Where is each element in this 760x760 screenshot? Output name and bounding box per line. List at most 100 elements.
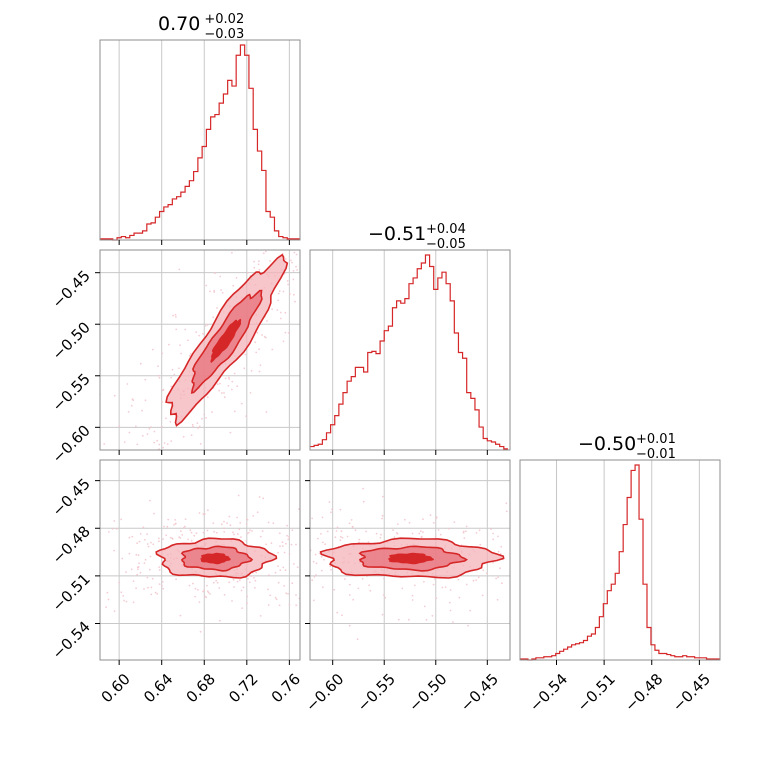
sample-point <box>296 566 299 569</box>
histogram-panel-2: −0.54 −0.51 −0.48 −0.45 −0.50 +0.01−0.01 <box>519 432 721 715</box>
sample-point <box>163 602 165 604</box>
sample-point <box>203 413 206 416</box>
sample-point <box>180 589 182 591</box>
sample-point <box>418 532 421 535</box>
sample-point <box>288 604 291 606</box>
sample-point <box>414 584 416 587</box>
sample-point <box>307 273 309 275</box>
sample-point <box>499 567 501 570</box>
sample-point <box>305 612 307 614</box>
sample-point <box>709 585 711 587</box>
sample-point <box>568 541 570 543</box>
x-tick-label: −0.50 <box>405 670 450 715</box>
sample-point <box>316 583 318 585</box>
sample-point <box>362 500 365 503</box>
sample-point <box>197 427 199 429</box>
sample-point <box>184 518 187 520</box>
sample-point <box>312 572 314 574</box>
sample-point <box>220 289 223 291</box>
x-tick-label: 0.60 <box>98 670 134 706</box>
sample-point <box>444 586 447 588</box>
sample-point <box>616 579 618 581</box>
sample-point <box>226 500 228 502</box>
sample-point <box>202 531 205 534</box>
sample-point <box>113 520 116 522</box>
x-tick-label: −0.55 <box>354 670 399 715</box>
sample-point <box>188 584 191 587</box>
sample-point <box>275 598 278 601</box>
sample-point <box>321 516 324 519</box>
contour-core <box>210 318 242 364</box>
sample-point <box>284 500 286 502</box>
sample-point <box>284 219 286 221</box>
sample-point <box>330 568 332 571</box>
sample-point <box>198 601 201 603</box>
sample-point <box>380 533 382 536</box>
sample-point <box>325 240 327 242</box>
sample-point <box>282 340 285 343</box>
sample-point <box>233 586 236 588</box>
sample-point <box>496 598 499 601</box>
sample-point <box>462 531 465 534</box>
sample-point <box>350 519 353 521</box>
sample-point <box>448 527 450 530</box>
sample-point <box>253 260 256 263</box>
sample-point <box>328 183 330 185</box>
sample-point <box>144 558 147 561</box>
sample-point <box>187 339 189 342</box>
sample-point <box>396 523 399 525</box>
sample-point <box>585 516 587 518</box>
sample-point <box>266 536 268 538</box>
sample-point <box>319 199 321 201</box>
sample-point <box>546 530 548 532</box>
sample-point <box>532 532 534 534</box>
sample-point <box>281 541 284 544</box>
sample-point <box>157 365 160 368</box>
sample-point <box>213 530 216 533</box>
x-tick-label: −0.51 <box>574 670 619 715</box>
sample-point <box>284 258 287 260</box>
sample-point <box>165 417 167 420</box>
sample-point <box>62 573 64 575</box>
sample-point <box>138 451 140 453</box>
sample-point <box>301 561 303 563</box>
sample-point <box>245 523 248 525</box>
sample-point <box>274 596 277 599</box>
sample-point <box>135 425 137 428</box>
sample-point <box>290 543 293 546</box>
sample-point <box>149 555 152 558</box>
sample-point <box>298 508 300 510</box>
sample-point <box>576 575 578 577</box>
sample-point <box>151 348 154 351</box>
sample-point <box>89 611 91 613</box>
sample-point <box>301 572 303 574</box>
sample-point <box>404 95 406 97</box>
sample-point <box>113 394 116 397</box>
sample-point <box>255 351 258 354</box>
sample-point <box>369 589 372 592</box>
sample-point <box>293 251 296 254</box>
sample-point <box>233 372 236 375</box>
sample-point <box>296 221 298 223</box>
sample-point <box>344 578 346 580</box>
sample-point <box>94 481 96 483</box>
sample-point <box>240 402 243 405</box>
sample-point <box>278 290 281 292</box>
sample-point <box>170 520 172 522</box>
sample-point <box>335 530 338 532</box>
sample-point <box>147 545 150 548</box>
sample-point <box>150 593 153 596</box>
sample-point <box>244 353 247 356</box>
sample-point <box>721 576 723 578</box>
sample-point <box>549 545 551 547</box>
sample-point <box>131 452 133 454</box>
sample-point <box>501 582 503 585</box>
sample-point <box>158 566 161 568</box>
sample-point <box>274 571 277 574</box>
sample-point <box>132 601 135 604</box>
sample-point <box>292 269 295 272</box>
sample-point <box>339 539 342 542</box>
sample-point <box>146 543 149 545</box>
sample-point <box>600 576 602 578</box>
sample-point <box>126 383 129 385</box>
